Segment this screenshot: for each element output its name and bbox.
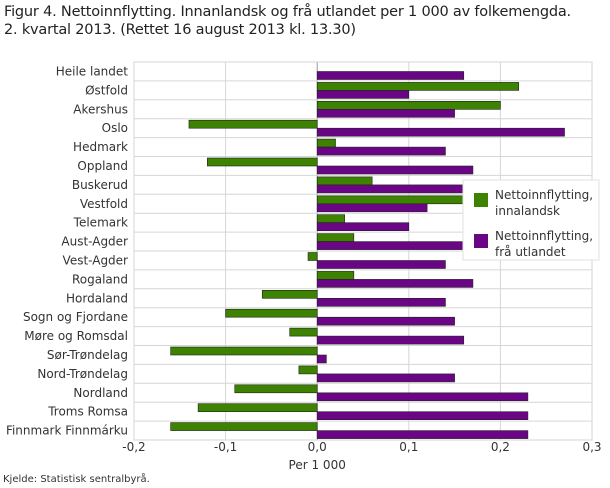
bar-innalandsk — [289, 327, 318, 337]
bar-utland — [316, 354, 327, 364]
x-tick-label: -0,1 — [214, 440, 237, 454]
legend-label: innalandsk — [495, 204, 560, 218]
category-label: Telemark — [73, 216, 128, 230]
category-label: Vestfold — [80, 197, 128, 211]
category-label: Rogaland — [72, 272, 128, 286]
bar-innalandsk — [170, 346, 318, 356]
x-tick-label: 0,3 — [582, 440, 601, 454]
source-note: Kjelde: Statistisk sentralbyrå. — [3, 474, 150, 485]
bar-innalandsk — [316, 101, 501, 110]
bar-utland — [316, 203, 428, 213]
bar-utland — [316, 146, 446, 156]
legend-label: Nettoinnflytting, — [495, 188, 593, 202]
bar-utland — [316, 279, 474, 288]
legend-swatch — [474, 193, 488, 207]
x-tick-label: 0,0 — [308, 440, 327, 454]
category-label: Møre og Romsdal — [24, 329, 128, 343]
bar-innalandsk — [170, 422, 318, 431]
category-label: Oslo — [102, 121, 128, 135]
x-tick-label: 0,1 — [399, 440, 418, 454]
category-label: Aust-Agder — [61, 235, 128, 249]
bar-innalandsk — [234, 384, 318, 394]
bar-utland — [316, 241, 465, 250]
bar-utland — [316, 316, 455, 326]
bar-innalandsk — [316, 195, 465, 205]
legend-label: Nettoinnflytting, — [495, 229, 593, 243]
x-tick-label: -0,2 — [122, 440, 145, 454]
bar-innalandsk — [316, 233, 355, 242]
category-label: Østfold — [85, 83, 128, 97]
category-label: Nordland — [73, 386, 128, 400]
bar-innalandsk — [316, 271, 355, 280]
bar-utland — [316, 71, 465, 80]
bar-innalandsk — [188, 119, 318, 129]
category-label: Heile landet — [56, 64, 129, 78]
bar-innalandsk — [206, 157, 318, 167]
category-label: Hedmark — [73, 140, 128, 154]
bar-utland — [316, 373, 455, 383]
bar-innalandsk — [197, 403, 318, 413]
bar-utland — [316, 260, 446, 269]
bar-utland — [316, 392, 529, 402]
legend-label: frå utlandet — [495, 245, 566, 259]
bar-innalandsk — [307, 252, 318, 261]
bar-utland — [316, 165, 474, 175]
x-tick-label: 0,2 — [491, 440, 510, 454]
bar-utland — [316, 297, 446, 307]
category-label: Vest-Agder — [63, 253, 129, 267]
bar-innalandsk — [316, 176, 373, 186]
bar-utland — [316, 127, 565, 137]
bar-innalandsk — [225, 308, 318, 318]
bar-utland — [316, 109, 455, 118]
bar-innalandsk — [298, 365, 318, 375]
bar-innalandsk — [316, 82, 520, 91]
bar-utland — [316, 222, 410, 231]
chart-title: Figur 4. Nettoinnflytting. Innanlandsk o… — [4, 4, 571, 20]
category-label: Hordaland — [66, 291, 128, 305]
category-label: Finnmark Finnmárku — [6, 424, 128, 438]
category-label: Troms Romsa — [47, 405, 128, 419]
category-label: Oppland — [77, 159, 128, 173]
category-label: Sogn og Fjordane — [23, 310, 128, 324]
category-label: Sør-Trøndelag — [47, 348, 128, 362]
bar-innalandsk — [316, 138, 336, 148]
category-label: Akershus — [73, 102, 128, 116]
bar-innalandsk — [316, 214, 345, 223]
legend-swatch — [474, 234, 488, 248]
chart-subtitle: 2. kvartal 2013. (Rettet 16 august 2013 … — [4, 22, 356, 38]
x-axis-label: Per 1 000 — [289, 458, 346, 472]
bar-utland — [316, 335, 465, 345]
bar-innalandsk — [261, 289, 318, 299]
category-label: Nord-Trøndelag — [37, 367, 128, 381]
category-label: Buskerud — [72, 178, 128, 192]
bar-utland — [316, 90, 410, 99]
bar-utland — [316, 411, 529, 421]
bar-utland — [316, 430, 529, 439]
